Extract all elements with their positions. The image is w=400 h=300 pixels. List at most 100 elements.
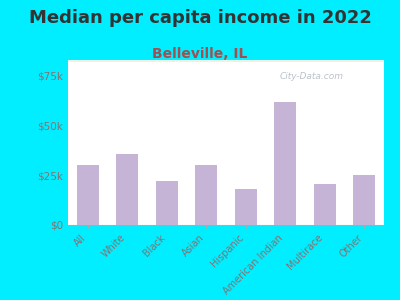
Bar <box>68 60 384 61</box>
Bar <box>116 154 138 225</box>
Bar <box>68 60 384 61</box>
Bar <box>68 60 384 61</box>
Bar <box>195 165 217 225</box>
Bar <box>68 60 384 61</box>
Bar <box>68 60 384 61</box>
Bar <box>68 61 384 62</box>
Bar <box>68 60 384 61</box>
Bar <box>68 60 384 61</box>
Bar <box>68 60 384 61</box>
Bar <box>68 60 384 61</box>
Bar <box>68 60 384 61</box>
Bar <box>68 60 384 61</box>
Bar <box>68 60 384 61</box>
Bar <box>68 60 384 61</box>
Bar <box>68 60 384 61</box>
Bar <box>68 60 384 61</box>
Bar <box>68 60 384 61</box>
Bar <box>68 60 384 61</box>
Bar <box>68 60 384 61</box>
Bar <box>68 60 384 61</box>
Bar <box>68 60 384 61</box>
Bar <box>68 60 384 61</box>
Bar <box>68 60 384 61</box>
Bar <box>235 189 257 225</box>
Bar <box>68 60 384 61</box>
Bar <box>68 60 384 61</box>
Bar <box>68 60 384 61</box>
Bar <box>68 60 384 61</box>
Bar <box>68 61 384 62</box>
Bar <box>68 60 384 61</box>
Bar <box>68 60 384 61</box>
Bar <box>68 60 384 61</box>
Bar <box>68 61 384 62</box>
Bar <box>68 60 384 61</box>
Bar <box>68 60 384 61</box>
Bar <box>68 60 384 61</box>
Bar <box>68 60 384 61</box>
Bar <box>68 60 384 61</box>
Bar <box>77 165 99 225</box>
Bar <box>68 60 384 61</box>
Bar <box>68 60 384 61</box>
Bar <box>68 60 384 61</box>
Bar <box>68 61 384 62</box>
Bar <box>68 61 384 62</box>
Bar <box>68 61 384 62</box>
Bar <box>353 175 375 225</box>
Bar <box>68 60 384 61</box>
Bar <box>68 60 384 61</box>
Text: City-Data.com: City-Data.com <box>280 71 344 80</box>
Bar <box>68 60 384 61</box>
Bar <box>68 60 384 61</box>
Bar <box>68 60 384 61</box>
Bar <box>68 60 384 61</box>
Bar <box>68 60 384 61</box>
Bar <box>68 60 384 61</box>
Bar <box>68 60 384 61</box>
Bar <box>68 60 384 61</box>
Bar <box>68 60 384 61</box>
Bar <box>68 60 384 61</box>
Bar <box>68 60 384 61</box>
Bar <box>68 60 384 61</box>
Bar <box>68 60 384 61</box>
Bar <box>68 60 384 61</box>
Bar <box>68 60 384 61</box>
Bar <box>68 60 384 61</box>
Bar <box>68 60 384 61</box>
Bar <box>68 60 384 61</box>
Bar <box>68 60 384 61</box>
Bar <box>68 60 384 61</box>
Bar <box>156 181 178 225</box>
Bar <box>68 60 384 61</box>
Text: Median per capita income in 2022: Median per capita income in 2022 <box>28 9 372 27</box>
Bar <box>68 60 384 61</box>
Bar <box>274 102 296 225</box>
Bar <box>68 60 384 61</box>
Bar <box>68 60 384 61</box>
Bar <box>68 60 384 61</box>
Bar <box>68 60 384 61</box>
Bar <box>68 60 384 61</box>
Bar <box>68 60 384 61</box>
Bar <box>68 60 384 61</box>
Bar <box>68 60 384 61</box>
Bar <box>68 60 384 61</box>
Bar <box>68 60 384 61</box>
Bar <box>68 60 384 61</box>
Bar <box>68 61 384 62</box>
Bar <box>68 60 384 61</box>
Bar <box>68 61 384 62</box>
Bar <box>68 60 384 61</box>
Bar <box>68 60 384 61</box>
Bar <box>68 60 384 61</box>
Bar <box>68 61 384 62</box>
Bar <box>68 61 384 62</box>
Bar <box>68 60 384 61</box>
Bar <box>68 60 384 61</box>
Bar <box>68 61 384 62</box>
Bar <box>68 60 384 61</box>
Bar <box>68 61 384 62</box>
